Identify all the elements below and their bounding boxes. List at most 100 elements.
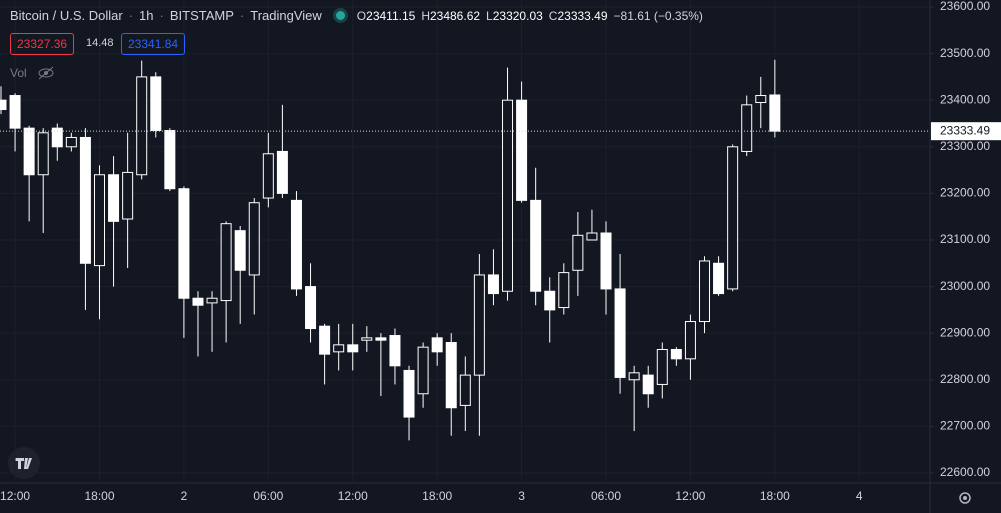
candle-up xyxy=(699,260,710,323)
ask-box[interactable]: 23341.84 xyxy=(121,33,186,55)
volume-label: Vol xyxy=(10,66,27,80)
y-tick-label: 22800.00 xyxy=(940,372,990,386)
candle-down xyxy=(614,288,626,378)
candle-up xyxy=(262,153,274,199)
ohlc-key: H xyxy=(421,8,430,23)
y-tick-label: 22900.00 xyxy=(940,325,990,339)
ohlc-item: O23411.15 xyxy=(357,9,416,23)
ohlc-key: O xyxy=(356,8,367,23)
candle-up xyxy=(417,346,429,395)
y-tick-label: 23500.00 xyxy=(940,46,990,60)
candle-up xyxy=(220,223,232,302)
x-tick-label: 2 xyxy=(181,489,188,503)
candle-down xyxy=(516,99,528,201)
candle-up xyxy=(459,374,471,406)
candle-down xyxy=(108,174,120,222)
ohlc-value: 23333.49 xyxy=(557,8,608,23)
ohlc-item: H23486.62 xyxy=(421,9,480,23)
candle-up xyxy=(684,321,696,360)
candle-down xyxy=(403,369,415,418)
candle-up xyxy=(502,99,514,292)
candle-down xyxy=(713,262,725,295)
header: Bitcoin / U.S. Dollar · 1h · BITSTAMP · … xyxy=(10,8,703,23)
candle-up xyxy=(361,337,373,341)
plot xyxy=(0,59,930,441)
x-tick-label: 12:00 xyxy=(675,489,705,503)
candle-down xyxy=(305,286,317,330)
candle-down xyxy=(150,76,162,131)
candle-up xyxy=(248,202,260,276)
settings-icon[interactable] xyxy=(959,492,971,504)
candle-down xyxy=(445,342,457,409)
ohlc-key: C xyxy=(548,8,558,23)
ohlc-item: C23333.49 xyxy=(549,9,608,23)
hide-icon[interactable] xyxy=(37,66,55,80)
candle-down xyxy=(600,232,612,290)
ohlc-key: L xyxy=(486,8,493,23)
candle-down xyxy=(0,99,7,111)
ohlc-value: 23486.62 xyxy=(429,8,481,23)
candle-up xyxy=(206,297,218,304)
x-tick-label: 12:00 xyxy=(338,489,368,503)
x-tick-label: 4 xyxy=(856,489,863,503)
live-indicator xyxy=(335,11,345,20)
interval: 1h xyxy=(139,8,154,23)
x-tick-label: 18:00 xyxy=(84,489,114,503)
candle-up xyxy=(122,171,134,220)
y-tick-label: 23300.00 xyxy=(940,139,990,153)
x-tick-label: 12:00 xyxy=(0,489,30,503)
y-tick-label: 23400.00 xyxy=(940,92,990,106)
candle-up xyxy=(572,234,584,271)
candle-down xyxy=(51,127,63,148)
change: −81.61 (−0.35%) xyxy=(613,8,703,23)
candle-up xyxy=(333,344,345,353)
y-tick-label: 22700.00 xyxy=(940,419,990,433)
candle-up xyxy=(93,174,105,267)
candle-down xyxy=(276,150,288,194)
exchange: BITSTAMP xyxy=(169,8,234,23)
candle-down xyxy=(23,127,35,176)
candle-down xyxy=(389,335,401,367)
bid-box[interactable]: 23327.36 xyxy=(10,33,75,55)
symbol-title: Bitcoin / U.S. Dollar xyxy=(10,8,123,23)
x-tick-label: 18:00 xyxy=(422,489,452,503)
candle-down xyxy=(642,374,654,395)
candle-up xyxy=(727,146,739,290)
last-price-box xyxy=(931,122,1001,141)
candle-down xyxy=(319,325,331,355)
source: TradingView xyxy=(250,8,322,23)
tv-logo xyxy=(8,447,40,479)
candle-down xyxy=(375,337,387,341)
y-tick-label: 22600.00 xyxy=(940,465,990,479)
ohlc-item: L23320.03 xyxy=(486,9,543,23)
candle-up xyxy=(473,274,485,376)
last-price-label: 23333.49 xyxy=(940,123,990,137)
x-tick-label: 06:00 xyxy=(591,489,621,503)
y-tick-label: 23200.00 xyxy=(940,186,990,200)
candle-down xyxy=(347,344,359,353)
spread: 14.48 xyxy=(86,37,114,49)
candle-down xyxy=(769,94,781,132)
candle-down xyxy=(192,297,204,306)
y-tick-label: 23000.00 xyxy=(940,279,990,293)
candle-down xyxy=(234,230,246,271)
candle-up xyxy=(741,104,753,152)
candle-down xyxy=(178,188,190,299)
candle-down xyxy=(164,129,176,190)
candle-up xyxy=(37,132,49,176)
x-tick-label: 06:00 xyxy=(253,489,283,503)
candle-up xyxy=(628,372,640,381)
ohlc-value: 23320.03 xyxy=(492,8,543,23)
candle-down xyxy=(9,95,21,129)
candle-down xyxy=(290,199,302,290)
candle-up xyxy=(755,95,767,104)
candle-up xyxy=(136,76,148,176)
y-tick-label: 23100.00 xyxy=(940,232,990,246)
candle-down xyxy=(487,274,499,295)
candle-up xyxy=(558,272,570,309)
y-tick-label: 23600.00 xyxy=(940,0,990,13)
x-tick-label: 3 xyxy=(518,489,525,503)
candle-down xyxy=(530,199,542,292)
